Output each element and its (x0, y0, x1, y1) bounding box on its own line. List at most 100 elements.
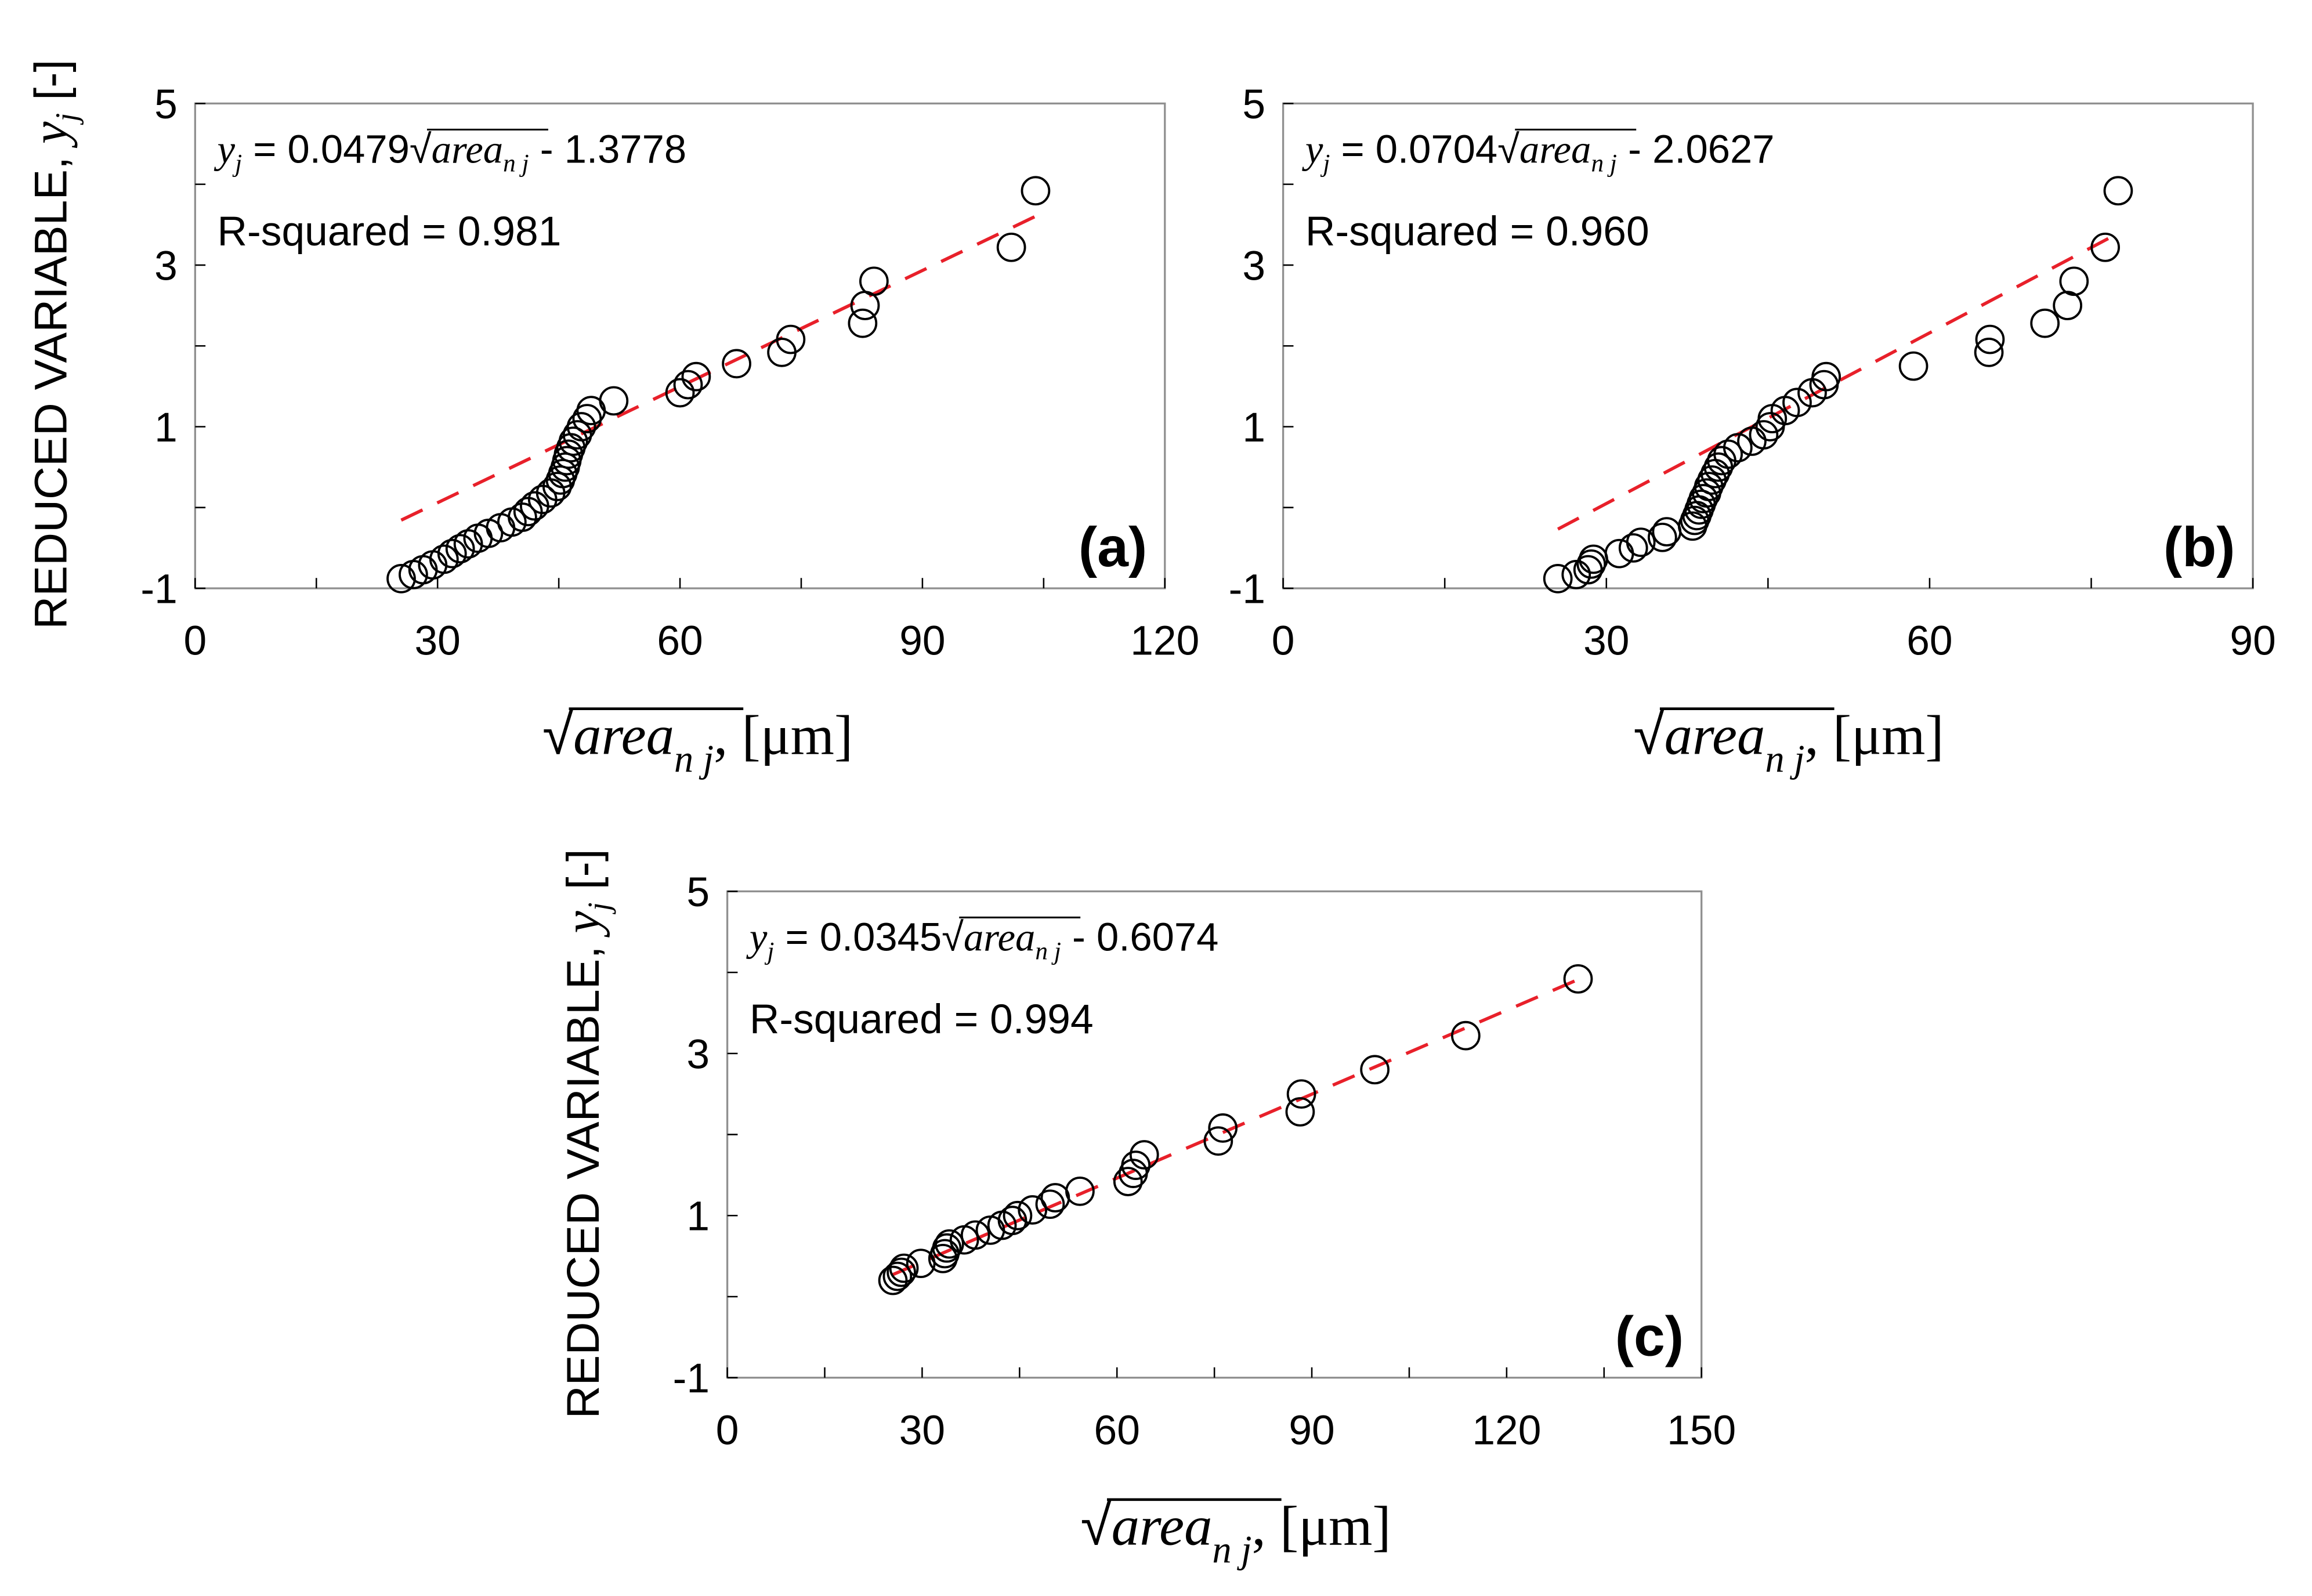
x-label-radicand: area (1112, 1495, 1213, 1557)
data-point (1618, 533, 1648, 563)
y-tick-label: -1 (673, 1355, 710, 1402)
data-point (542, 472, 572, 501)
data-point (878, 1265, 908, 1295)
fit-line (1557, 234, 2114, 531)
x-tick-label: 60 (1906, 618, 1952, 664)
data-point (445, 534, 475, 564)
y-axis-label: REDUCED VARIABLE, yj [-] (22, 60, 84, 629)
r-squared-label: R-squared = 0.994 (750, 996, 1094, 1043)
data-point (932, 1233, 962, 1263)
radical-sign: √ (942, 914, 964, 959)
data-point (665, 378, 695, 408)
x-label-unit: , [μm] (1252, 1495, 1391, 1557)
x-axis-label: √arean j, [μm] (1633, 703, 1944, 780)
data-point (453, 529, 483, 559)
equation-text: yj = 0.0704√arean j - 2.0627 (1302, 126, 1775, 177)
equation-radicand: area (1519, 127, 1591, 171)
data-point (1285, 1097, 1315, 1127)
data-point (1723, 433, 1753, 463)
data-point (1543, 564, 1573, 593)
x-tick-label: 90 (899, 618, 945, 664)
x-tick-label: 60 (657, 618, 703, 664)
data-point (1694, 472, 1724, 501)
equation-coef: = 0.0345 (774, 914, 942, 959)
x-tick-label: 0 (183, 618, 207, 664)
data-point (1203, 1126, 1233, 1156)
x-tick-label: 60 (1094, 1407, 1140, 1453)
data-point (1563, 964, 1593, 994)
data-point (429, 544, 459, 574)
data-point (1749, 420, 1779, 450)
radical-sign: √ (410, 126, 432, 171)
data-point (1021, 176, 1051, 206)
panel-label: (b) (2163, 515, 2235, 578)
panel-label: (a) (1079, 515, 1147, 578)
data-point (1576, 549, 1607, 579)
x-tick-label: 120 (1472, 1407, 1541, 1453)
y-tick-label: 3 (686, 1031, 710, 1077)
fit-line (400, 215, 1037, 522)
data-point (2103, 176, 2133, 206)
data-point (673, 370, 703, 400)
y-label-unit: [-] (558, 849, 609, 902)
x-tick-label: 0 (1272, 618, 1295, 664)
y-tick-label: 1 (686, 1193, 710, 1240)
data-point (1065, 1177, 1095, 1206)
data-point (1040, 1183, 1070, 1213)
data-point (850, 291, 880, 320)
data-point (1129, 1140, 1159, 1170)
data-point (1360, 1055, 1390, 1085)
equation-coef: = 0.0479 (242, 126, 410, 171)
radical-sign: √ (1497, 126, 1519, 171)
x-label-radicand: area (1665, 704, 1765, 766)
equation-intercept: - 1.3778 (529, 126, 687, 171)
equation-text: yj = 0.0345√arean j - 0.6074 (746, 914, 1219, 965)
data-point (508, 502, 537, 532)
data-point (1451, 1020, 1481, 1051)
x-tick-label: 90 (1289, 1407, 1334, 1453)
r-squared-label: R-squared = 0.981 (218, 208, 562, 255)
data-point (1121, 1150, 1151, 1180)
data-point (848, 308, 878, 338)
data-point (889, 1253, 919, 1283)
y-tick-label: 5 (686, 869, 710, 915)
panel-label: (c) (1615, 1304, 1684, 1367)
data-point (1697, 465, 1727, 495)
equation-radicand-sub: n j (1035, 938, 1061, 965)
data-point (722, 349, 751, 379)
x-label-unit: , [μm] (1805, 704, 1944, 766)
y-tick-label: 5 (1242, 81, 1265, 128)
y-label-text: REDUCED VARIABLE, (558, 933, 609, 1419)
x-label-sub: n j (1765, 738, 1804, 780)
data-point (1811, 361, 1841, 392)
data-point (1713, 439, 1743, 469)
data-point (558, 426, 588, 456)
data-point (437, 538, 467, 569)
equation-var: y (214, 127, 236, 171)
y-axis-label: REDUCED VARIABLE, yj [-] (554, 849, 616, 1418)
x-label-sub: n j (1213, 1529, 1252, 1571)
y-tick-label: -1 (140, 566, 177, 613)
x-label-unit: , [μm] (714, 704, 853, 766)
equation-intercept: - 2.0627 (1617, 126, 1774, 171)
data-point (882, 1261, 913, 1291)
x-tick-label: 120 (1130, 618, 1199, 664)
equation-radicand: area (432, 127, 504, 171)
x-tick-label: 30 (899, 1407, 945, 1453)
data-point (1208, 1113, 1238, 1143)
data-point (599, 386, 629, 416)
equation-text: yj = 0.0479√arean j - 1.3778 (214, 126, 687, 177)
data-point (1561, 560, 1591, 589)
y-tick-label: 1 (1242, 404, 1265, 451)
equation-coef: = 0.0704 (1330, 126, 1497, 171)
data-point (2090, 232, 2121, 262)
y-tick-label: 5 (154, 81, 178, 128)
data-point (1626, 527, 1656, 558)
x-label-radical: √ (1633, 703, 1665, 766)
data-point (1018, 1195, 1048, 1225)
plot-frame (194, 102, 1166, 589)
